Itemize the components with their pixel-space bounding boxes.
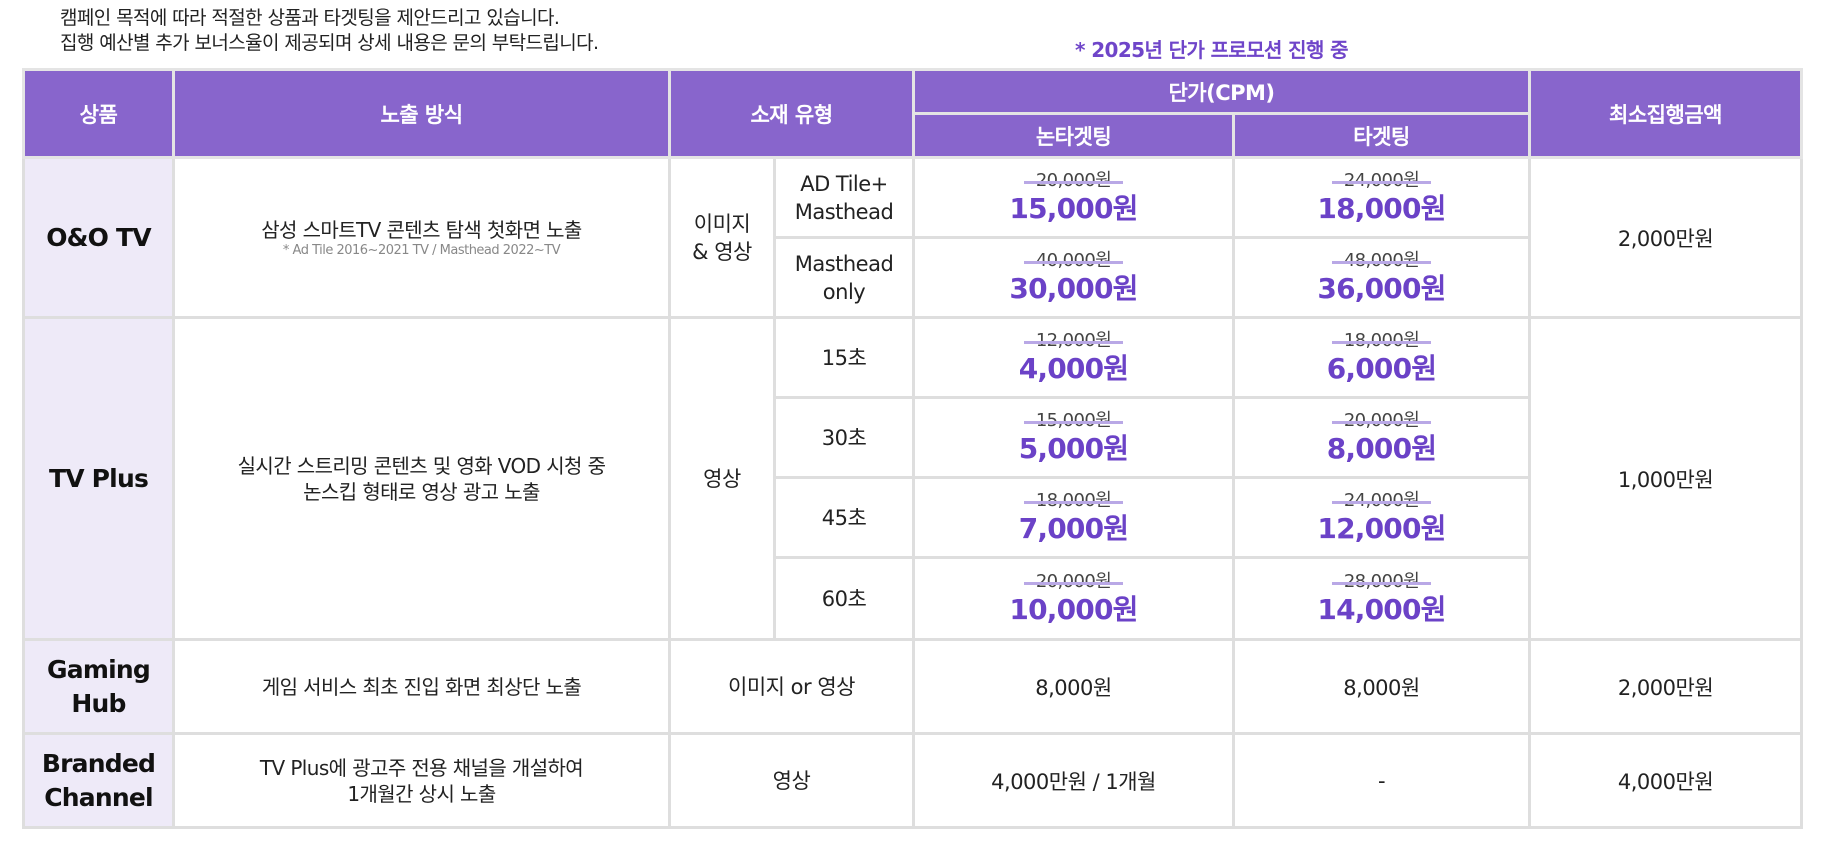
price-targeting: 18,000원 6,000원 xyxy=(1231,316,1532,399)
price-non-targeting: 15,000원 5,000원 xyxy=(912,396,1235,479)
creative-tv-plus: 영상 xyxy=(668,316,776,641)
creative-gaming-hub: 이미지 or 영상 xyxy=(668,638,915,735)
header-minimum: 최소집행금액 xyxy=(1528,68,1804,159)
subtype-masthead-only: Masthead only xyxy=(773,236,915,319)
original-price: 40,000원 xyxy=(1023,250,1124,272)
table-row: TV Plus 실시간 스트리밍 콘텐츠 및 영화 VOD 시청 중 논스킵 형… xyxy=(22,316,1804,641)
minimum-gaming-hub: 2,000만원 xyxy=(1528,638,1804,735)
header-product: 상품 xyxy=(22,68,175,159)
price-non-targeting: 20,000원 10,000원 xyxy=(912,556,1235,641)
product-tv-plus: TV Plus xyxy=(22,316,175,641)
promo-note: * 2025년 단가 프로모션 진행 중 xyxy=(1075,38,1349,62)
price-targeting: 20,000원 8,000원 xyxy=(1231,396,1532,479)
promo-price: 5,000원 xyxy=(1018,431,1129,465)
pricing-table: 상품 노출 방식 소재 유형 단가(CPM) 최소집행금액 논타겟팅 타겟팅 O… xyxy=(22,68,1804,829)
desc-oo-tv: 삼성 스마트TV 콘텐츠 탐색 첫화면 노출 * Ad Tile 2016~20… xyxy=(172,156,671,319)
minimum-branded-channel: 4,000만원 xyxy=(1528,732,1804,829)
promo-price: 10,000원 xyxy=(1009,592,1138,626)
price-targeting: 28,000원 14,000원 xyxy=(1231,556,1532,641)
original-price: 12,000원 xyxy=(1023,330,1124,352)
promo-price: 30,000원 xyxy=(1009,271,1138,305)
price-non-targeting: 4,000만원 / 1개월 xyxy=(912,732,1235,829)
promo-price: 6,000원 xyxy=(1326,351,1437,385)
original-price: 48,000원 xyxy=(1331,250,1432,272)
original-price: 18,000원 xyxy=(1331,330,1432,352)
minimum-oo-tv: 2,000만원 xyxy=(1528,156,1804,319)
original-price: 20,000원 xyxy=(1023,571,1124,593)
desc-gaming-hub: 게임 서비스 최초 진입 화면 최상단 노출 xyxy=(172,638,671,735)
price-non-targeting: 8,000원 xyxy=(912,638,1235,735)
desc-oo-tv-note: * Ad Tile 2016~2021 TV / Masthead 2022~T… xyxy=(282,242,561,258)
header-targeting: 타겟팅 xyxy=(1231,112,1532,159)
original-price: 18,000원 xyxy=(1023,490,1124,512)
creative-branded-channel: 영상 xyxy=(668,732,915,829)
minimum-tv-plus: 1,000만원 xyxy=(1528,316,1804,641)
promo-price: 15,000원 xyxy=(1009,191,1138,225)
desc-oo-tv-text: 삼성 스마트TV 콘텐츠 탐색 첫화면 노출 xyxy=(261,217,582,242)
product-oo-tv: O&O TV xyxy=(22,156,175,319)
promo-price: 14,000원 xyxy=(1317,592,1446,626)
product-gaming-hub: Gaming Hub xyxy=(22,638,175,735)
promo-price: 7,000원 xyxy=(1018,511,1129,545)
table-row: O&O TV 삼성 스마트TV 콘텐츠 탐색 첫화면 노출 * Ad Tile … xyxy=(22,156,1804,319)
subtype-ad-tile-masthead: AD Tile+ Masthead xyxy=(773,156,915,239)
table-row: Masthead only 40,000원 30,000원 48,000원 36… xyxy=(24,236,1802,319)
price-non-targeting: 12,000원 4,000원 xyxy=(912,316,1235,399)
price-non-targeting: 40,000원 30,000원 xyxy=(912,236,1235,319)
table-row: 30초 15,000원 5,000원 20,000원 8,000원 xyxy=(24,396,1802,479)
price-targeting: 24,000원 12,000원 xyxy=(1231,476,1532,559)
promo-price: 36,000원 xyxy=(1317,271,1446,305)
desc-branded-channel: TV Plus에 광고주 전용 채널을 개설하여 1개월간 상시 노출 xyxy=(172,732,671,829)
promo-price: 18,000원 xyxy=(1317,191,1446,225)
intro-line-2: 집행 예산별 추가 보너스율이 제공되며 상세 내용은 문의 부탁드립니다. xyxy=(60,32,599,54)
desc-tv-plus: 실시간 스트리밍 콘텐츠 및 영화 VOD 시청 중 논스킵 형태로 영상 광고… xyxy=(172,316,671,641)
header-non-targeting: 논타겟팅 xyxy=(912,112,1235,159)
original-price: 15,000원 xyxy=(1023,410,1124,432)
intro-text: 캠페인 목적에 따라 적절한 상품과 타겟팅을 제안드리고 있습니다. 집행 예… xyxy=(60,6,599,56)
original-price: 28,000원 xyxy=(1331,571,1432,593)
header-exposure: 노출 방식 xyxy=(172,68,671,159)
table-row: 60초 20,000원 10,000원 28,000원 14,000원 xyxy=(24,556,1802,641)
original-price: 20,000원 xyxy=(1331,410,1432,432)
price-non-targeting: 18,000원 7,000원 xyxy=(912,476,1235,559)
header-creative: 소재 유형 xyxy=(668,68,915,159)
table-row: Gaming Hub 게임 서비스 최초 진입 화면 최상단 노출 이미지 or… xyxy=(22,638,1804,735)
intro-line-1: 캠페인 목적에 따라 적절한 상품과 타겟팅을 제안드리고 있습니다. xyxy=(60,7,560,29)
promo-price: 12,000원 xyxy=(1317,511,1446,545)
price-targeting: 24,000원 18,000원 xyxy=(1231,156,1532,239)
product-branded-channel: Branded Channel xyxy=(22,732,175,829)
price-targeting: 8,000원 xyxy=(1231,638,1532,735)
original-price: 24,000원 xyxy=(1331,170,1432,192)
table-row: 45초 18,000원 7,000원 24,000원 12,000원 xyxy=(24,476,1802,559)
subtype-60s: 60초 xyxy=(773,556,915,641)
table-row: Branded Channel TV Plus에 광고주 전용 채널을 개설하여… xyxy=(22,732,1804,829)
price-targeting: 48,000원 36,000원 xyxy=(1231,236,1532,319)
promo-price: 4,000원 xyxy=(1018,351,1129,385)
subtype-30s: 30초 xyxy=(773,396,915,479)
original-price: 20,000원 xyxy=(1023,170,1124,192)
price-targeting: - xyxy=(1231,732,1532,829)
original-price: 24,000원 xyxy=(1331,490,1432,512)
subtype-45s: 45초 xyxy=(773,476,915,559)
header-price-cpm: 단가(CPM) xyxy=(911,68,1532,115)
creative-oo-tv: 이미지 & 영상 xyxy=(668,156,776,319)
price-non-targeting: 20,000원 15,000원 xyxy=(912,156,1235,239)
promo-price: 8,000원 xyxy=(1326,431,1437,465)
subtype-15s: 15초 xyxy=(773,316,915,399)
